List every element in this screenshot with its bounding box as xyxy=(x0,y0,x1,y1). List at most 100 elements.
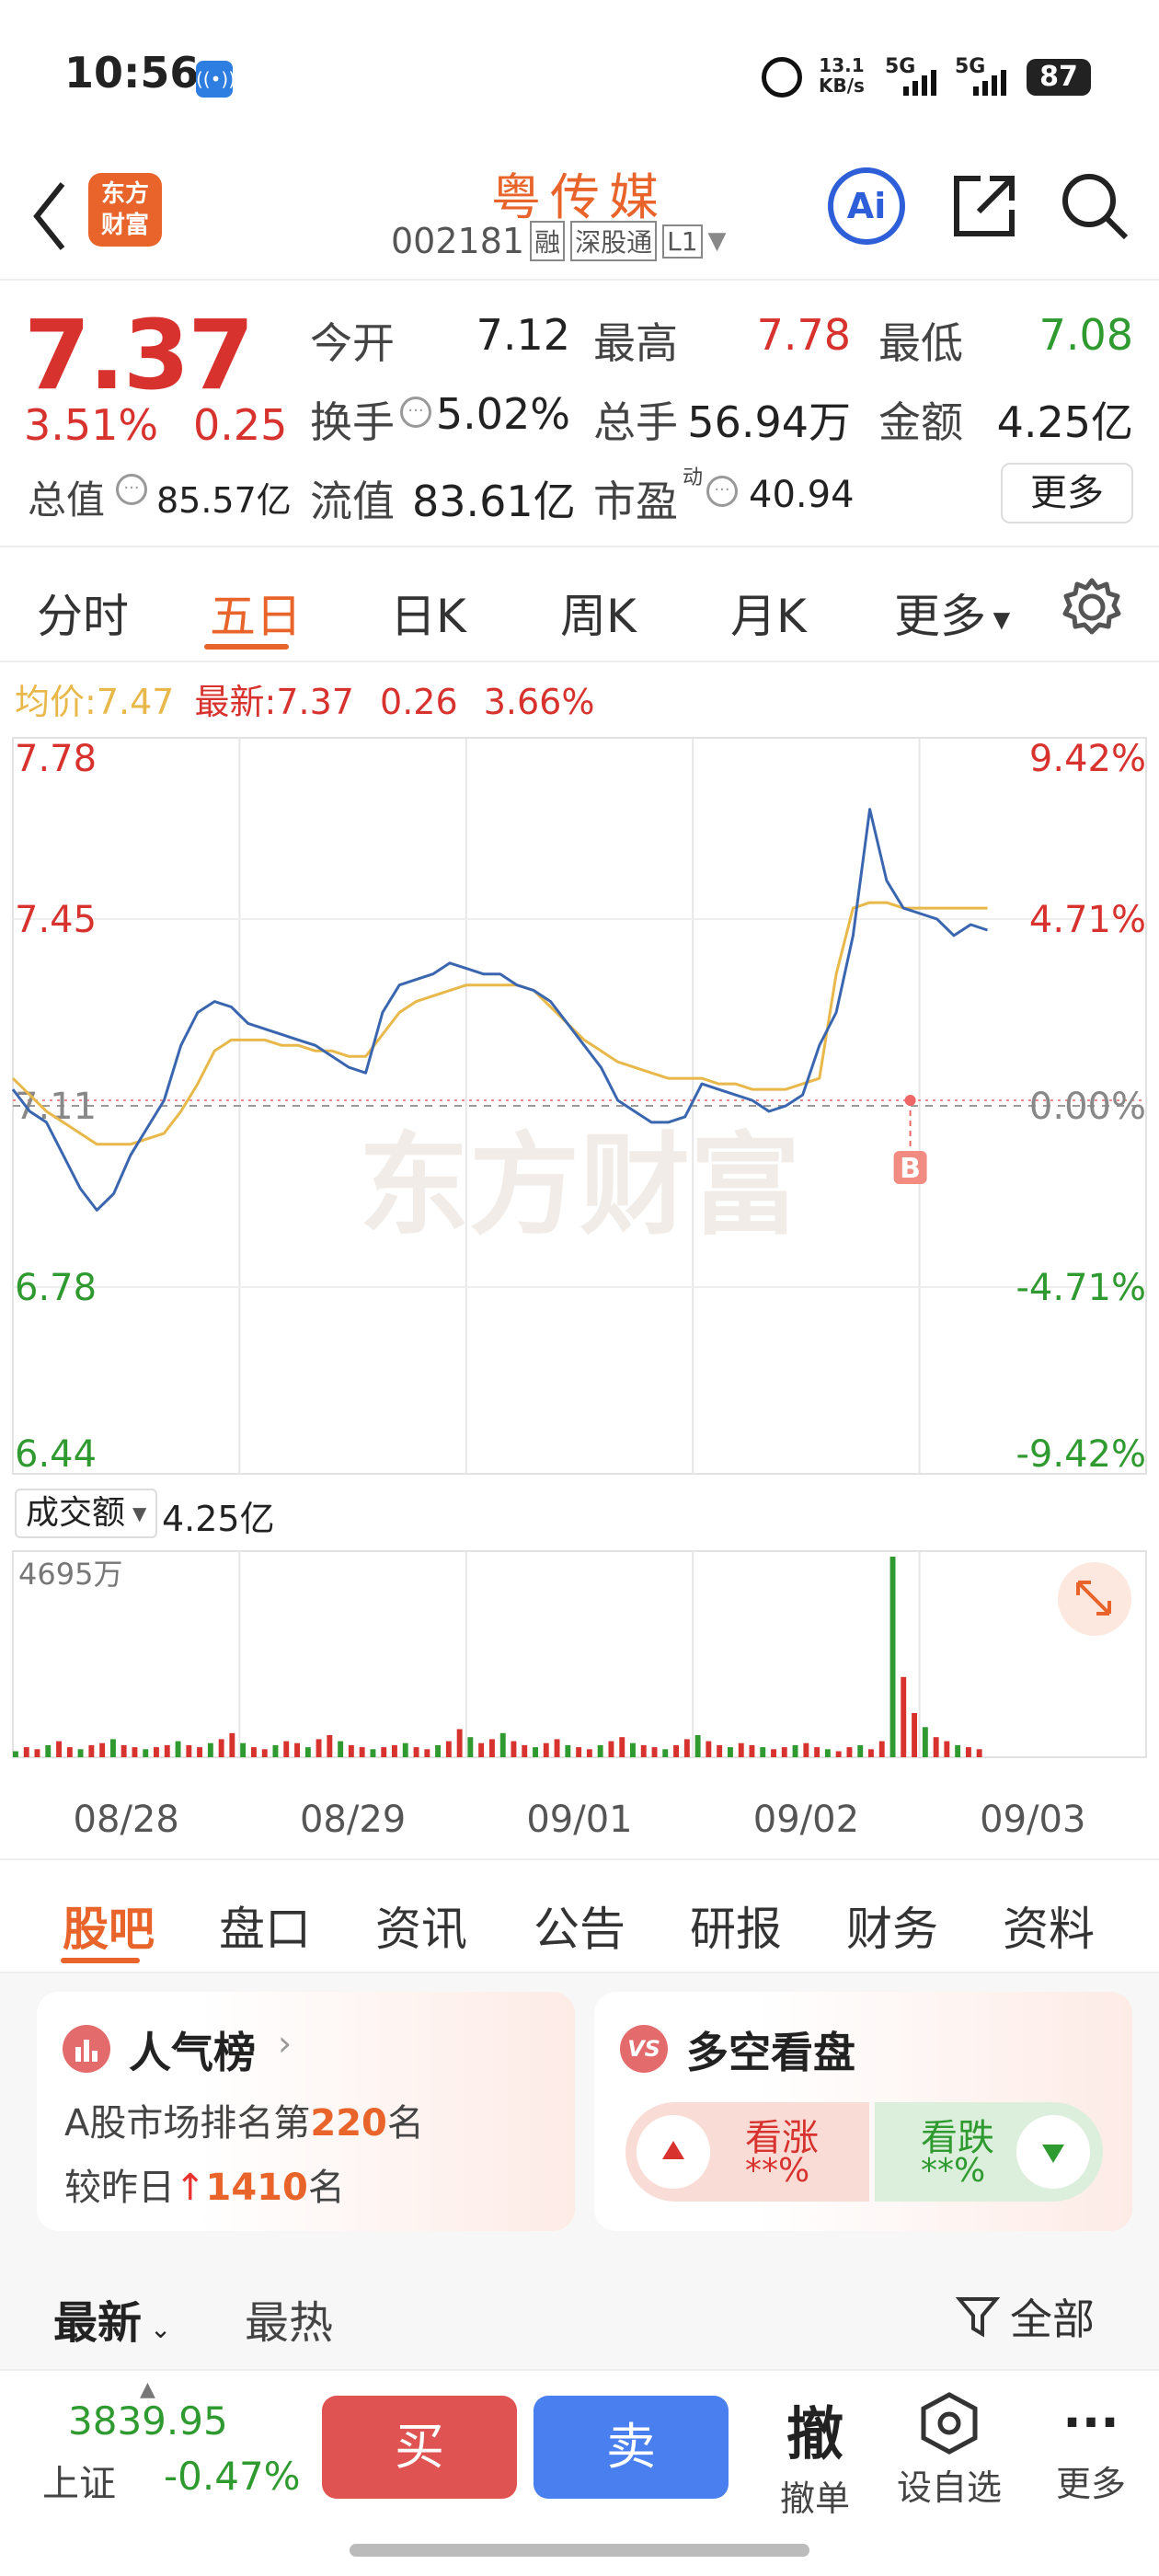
bull-button[interactable]: 看涨 **% xyxy=(625,2102,869,2202)
volume-bar xyxy=(738,1742,744,1757)
info-icon[interactable]: ··· xyxy=(116,474,147,505)
back-icon[interactable] xyxy=(26,175,72,258)
caret-up-icon: ▲ xyxy=(140,2378,155,2401)
bull-bear-title: 多空看盘 xyxy=(686,2028,855,2077)
more-button[interactable]: ··· 更多 xyxy=(1045,2391,1137,2506)
volume-bar xyxy=(154,1747,159,1757)
y-tick-left: 6.44 xyxy=(15,1433,97,1476)
watermark: 东方财富 xyxy=(359,1122,800,1250)
volume-bar xyxy=(478,1742,485,1757)
y-tick-right: 9.42% xyxy=(1029,738,1146,780)
avg-price-line xyxy=(11,901,988,1146)
tab-intraday[interactable]: 分时 xyxy=(37,590,129,643)
info-icon[interactable]: ··· xyxy=(706,476,738,507)
filter-all[interactable]: 全部 xyxy=(955,2286,1095,2347)
volume-bar xyxy=(424,1749,430,1757)
volume-bar xyxy=(261,1749,268,1757)
volume-bar xyxy=(792,1744,798,1757)
volume-bar xyxy=(824,1749,831,1757)
tab-guba[interactable]: 股吧 xyxy=(63,1903,155,1956)
index-name[interactable]: 上证 xyxy=(42,2463,116,2505)
low-label: 最低 xyxy=(878,318,963,368)
volume-bar xyxy=(23,1747,29,1757)
home-indicator xyxy=(350,2544,809,2557)
volume-grid xyxy=(12,1550,1147,1758)
volume-selector[interactable]: 成交额 ▼ xyxy=(15,1489,158,1538)
volume-bar xyxy=(99,1742,106,1757)
chart-area[interactable]: 均价:7.47 最新:7.37 0.26 3.66% 东方财富 7.78 7.45… xyxy=(0,662,1159,1858)
expand-icon[interactable] xyxy=(1058,1562,1131,1636)
period-tabs: 分时 五日 日K 周K 月K 更多 ▼ xyxy=(0,547,1159,662)
rank-delta: 1410 xyxy=(205,2167,308,2209)
tab-five-day[interactable]: 五日 xyxy=(210,590,302,643)
volume-bar xyxy=(966,1747,971,1757)
y-axis-right: 9.42% 4.71% 0.00% -4.71% -9.42% xyxy=(1016,738,1146,1476)
bear-button[interactable]: 看跌 **% xyxy=(875,2102,1103,2202)
volume-bar xyxy=(88,1744,95,1757)
cancel-order-button[interactable]: 撤 撤单 xyxy=(769,2387,861,2521)
feed-sort-bar: 最新 ⌄ 最热 全部 xyxy=(0,2249,1159,2369)
volume-bar xyxy=(565,1744,571,1757)
add-watchlist-button[interactable]: 设自选 xyxy=(894,2391,1004,2510)
avg-value: 7.47 xyxy=(96,682,175,722)
volume-chart[interactable]: 4695万 xyxy=(0,1546,1159,1766)
tab-more[interactable]: 更多 ▼ xyxy=(894,590,1011,643)
tab-weekly-k[interactable]: 周K xyxy=(560,590,637,643)
rank-delta-line: 较昨日↑1410名 xyxy=(64,2167,345,2209)
filter-icon xyxy=(955,2297,1001,2338)
more-quote-button[interactable]: 更多 xyxy=(1001,463,1133,523)
bull-bear-card[interactable]: VS 多空看盘 看涨 **% 看跌 **% xyxy=(594,1992,1132,2231)
buy-button[interactable]: 买 xyxy=(322,2396,517,2499)
tab-announcements[interactable]: 公告 xyxy=(534,1903,625,1956)
index-value[interactable]: 3839.95 xyxy=(68,2398,228,2444)
volume-bar xyxy=(499,1732,506,1757)
volume-bar xyxy=(846,1747,853,1757)
y-tick-left: 7.45 xyxy=(15,899,97,941)
volume-bar xyxy=(45,1744,52,1757)
search-icon[interactable] xyxy=(1058,169,1131,243)
volume-bars xyxy=(13,1557,982,1757)
marker-box xyxy=(893,1151,927,1184)
chevron-down-icon: ⌄ xyxy=(142,2314,172,2344)
share-icon[interactable] xyxy=(947,169,1021,243)
tab-finance[interactable]: 财务 xyxy=(846,1903,938,1956)
volume-bar xyxy=(576,1747,582,1757)
volume-bar xyxy=(110,1739,116,1757)
series-lines xyxy=(11,808,988,1212)
x-tick-label: 09/01 xyxy=(526,1799,633,1841)
chart-grid xyxy=(12,737,1147,1475)
volume-bar xyxy=(229,1732,235,1757)
tab-news[interactable]: 资讯 xyxy=(375,1903,467,1956)
volume-bar xyxy=(120,1744,127,1757)
volume-bar xyxy=(402,1742,408,1757)
volume-bar xyxy=(197,1747,202,1757)
tab-monthly-k[interactable]: 月K xyxy=(730,590,807,643)
more-label: 更多 xyxy=(1055,2464,1126,2504)
stock-header: 东方 财富 粤传媒 002181 融 深股通 L1 ▼ Ai xyxy=(0,156,1159,281)
sort-hot[interactable]: 最热 xyxy=(245,2297,334,2349)
tab-daily-k[interactable]: 日K xyxy=(390,590,466,643)
high-value: 7.78 xyxy=(756,310,851,360)
bottom-trade-bar: ▲ 3839.95 上证 -0.47% 买 卖 撤 撤单 设自选 ··· 更多 xyxy=(0,2369,1159,2576)
sort-latest[interactable]: 最新 ⌄ xyxy=(53,2297,172,2349)
sell-button[interactable]: 卖 xyxy=(534,2396,729,2499)
change-amount: 0.25 xyxy=(193,400,288,450)
tab-profile[interactable]: 资料 xyxy=(1003,1903,1095,1956)
y-tick-right: -9.42% xyxy=(1016,1433,1146,1476)
settings-gear-icon[interactable] xyxy=(1060,575,1124,639)
tab-research[interactable]: 研报 xyxy=(690,1903,782,1956)
volume-bar xyxy=(283,1741,290,1757)
info-icon[interactable]: ··· xyxy=(400,397,431,428)
price-chart[interactable]: 东方财富 7.787.457.116.786.44 9.42%4.71%0.00… xyxy=(0,727,1159,1647)
mktcap-label: 总值 xyxy=(28,477,106,523)
bull-label: 看涨 xyxy=(745,2117,819,2159)
volume-bar xyxy=(760,1747,766,1757)
tab-pankou[interactable]: 盘口 xyxy=(219,1903,311,1956)
stock-code-row[interactable]: 002181 融 深股通 L1 ▼ xyxy=(391,221,727,261)
y-tick-right: 0.00% xyxy=(1029,1086,1146,1128)
ai-button[interactable]: Ai xyxy=(828,167,905,245)
pe-superscript: 动 xyxy=(683,466,704,489)
tag-margin: 融 xyxy=(530,221,566,261)
volume-bar xyxy=(316,1739,322,1757)
popularity-card[interactable]: 人气榜 › A股市场排名第220名 较昨日↑1410名 xyxy=(37,1992,575,2231)
